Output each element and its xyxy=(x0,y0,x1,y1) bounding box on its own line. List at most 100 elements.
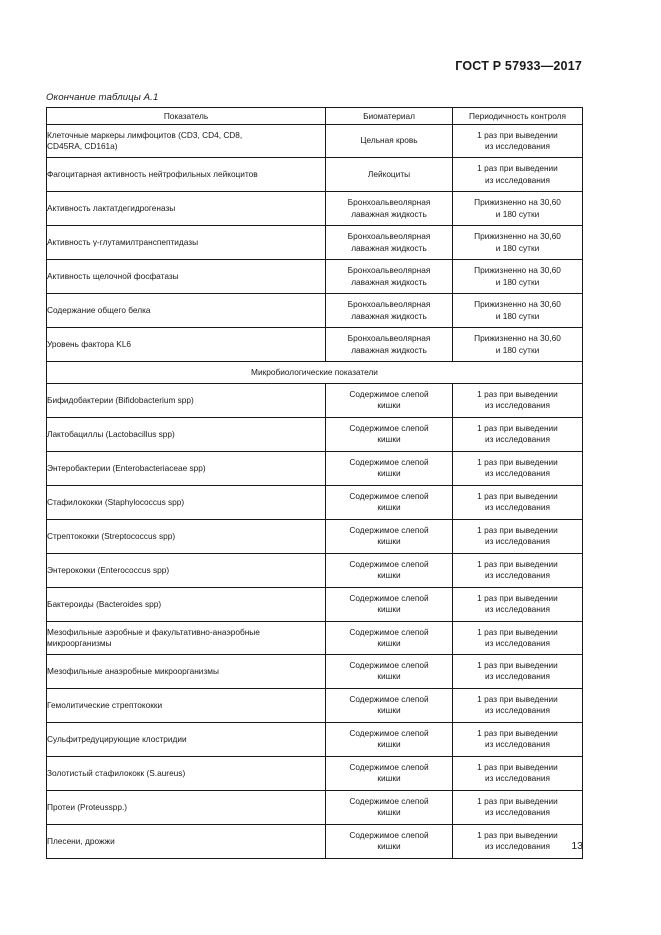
cell-indicator-line: Активность щелочной фосфатазы xyxy=(47,271,179,282)
cell-material-line: Бронхоальвеолярная xyxy=(347,197,431,208)
cell-frequency-line: Прижизненно на 30,60 xyxy=(474,265,561,276)
table-row: Лактобациллы (Lactobacillus spp) Содержим… xyxy=(46,416,583,452)
cell-frequency-line: из исследования xyxy=(484,502,551,513)
cell-indicator-line: Фагоцитарная активность нейтрофильных ле… xyxy=(47,169,258,180)
cell-frequency-line: и 180 сутки xyxy=(495,344,540,355)
table-row: Активность щелочной фосфатазы Бронхоальве… xyxy=(46,259,583,294)
cell-frequency-line: из исследования xyxy=(484,468,551,479)
cell-indicator-line: Мезофильные анаэробные микроорганизмы xyxy=(47,665,219,676)
cell-material-line: кишки xyxy=(377,502,401,513)
cell-material: Бронхоальвеолярная лаважная жидкость xyxy=(325,293,453,328)
cell-material-line: лаважная жидкость xyxy=(351,242,427,253)
cell-frequency-line: из исследования xyxy=(484,434,551,445)
cell-material-line: Содержимое слепой xyxy=(349,389,429,400)
cell-frequency-line: из исследования xyxy=(484,773,551,784)
cell-material-line: Содержимое слепой xyxy=(349,694,429,705)
table-row: Протеи (Proteusspp.) Содержимое слепой киш… xyxy=(46,789,583,825)
cell-material-line: лаважная жидкость xyxy=(351,276,427,287)
cell-frequency-line: и 180 сутки xyxy=(495,310,540,321)
cell-indicator: Лактобациллы (Lactobacillus spp) xyxy=(46,416,326,452)
cell-material-line: кишки xyxy=(377,570,401,581)
cell-frequency-line: из исследования xyxy=(484,174,551,185)
cell-material: Содержимое слепой кишки xyxy=(325,484,453,520)
cell-indicator: Активность лактатдегидрогеназы xyxy=(46,191,326,226)
standard-number-header: ГОСТ Р 57933—2017 xyxy=(455,59,582,73)
cell-material: Содержимое слепой кишки xyxy=(325,789,453,825)
cell-material: Содержимое слепой кишки xyxy=(325,755,453,791)
cell-material-line: кишки xyxy=(377,400,401,411)
table-row: Энтеробактерии (Enterobacteriaceae spp) С… xyxy=(46,450,583,486)
cell-frequency: 1 раз при выведении из исследования xyxy=(452,484,583,520)
cell-frequency: 1 раз при выведении из исследования xyxy=(452,450,583,486)
table-row: Содержание общего белка Бронхоальвеолярна… xyxy=(46,293,583,328)
cell-frequency-line: 1 раз при выведении xyxy=(477,163,558,174)
cell-indicator-line: Золотистый стафилококк (S.aureus) xyxy=(47,767,186,778)
cell-material-line: Содержимое слепой xyxy=(349,660,429,671)
cell-frequency-line: из исследования xyxy=(484,141,551,151)
cell-material-line: Содержимое слепой xyxy=(349,626,429,637)
cell-frequency-line: 1 раз при выведении xyxy=(477,762,558,773)
cell-material-line: Бронхоальвеолярная xyxy=(347,299,431,310)
cell-material-line: кишки xyxy=(377,434,401,445)
cell-indicator-line: Активность лактатдегидрогеназы xyxy=(47,203,176,214)
table-row: Плесени, дрожжи Содержимое слепой кишки 1 р… xyxy=(46,823,583,859)
cell-material: Содержимое слепой кишки xyxy=(325,416,453,452)
cell-indicator: Мезофильные анаэробные микроорганизмы xyxy=(46,653,326,689)
cell-frequency-line: 1 раз при выведении xyxy=(477,660,558,671)
cell-frequency: 1 раз при выведении из исследования xyxy=(452,586,583,622)
cell-indicator-line: Гемолитические стрептококки xyxy=(47,699,163,710)
cell-frequency-line: из исследования xyxy=(484,705,551,716)
cell-frequency-line: 1 раз при выведении xyxy=(477,830,558,841)
cell-material: Цельная кровь xyxy=(325,124,453,158)
cell-material: Содержимое слепой кишки xyxy=(325,721,453,757)
cell-material-line: Лейкоциты xyxy=(367,168,411,179)
cell-frequency-line: 1 раз при выведении xyxy=(477,593,558,604)
table-head: Показатель Биоматериал Периодичность кон… xyxy=(46,107,583,125)
table-row: Клеточные маркеры лимфоцитов (CD3, CD4, … xyxy=(46,124,583,158)
cell-indicator-line: Бифидобактерии (Bifidobacterium spp) xyxy=(47,394,194,405)
cell-indicator: Активность γ-глутамилтранспептидазы xyxy=(46,225,326,260)
table-row: Активность γ-глутамилтранспептидазы Бронх… xyxy=(46,225,583,260)
table-row: Активность лактатдегидрогеназы Бронхоальв… xyxy=(46,191,583,226)
cell-frequency-line: из исследования xyxy=(484,841,551,852)
cell-indicator-line: Плесени, дрожжи xyxy=(47,835,115,846)
cell-material-line: лаважная жидкость xyxy=(351,344,427,355)
cell-material: Бронхоальвеолярная лаважная жидкость xyxy=(325,259,453,294)
cell-frequency-line: и 180 сутки xyxy=(495,242,540,253)
cell-material-line: Содержимое слепой xyxy=(349,491,429,502)
cell-frequency-line: 1 раз при выведении xyxy=(477,626,558,637)
cell-material-line: Содержимое слепой xyxy=(349,423,429,434)
cell-material-line: Бронхоальвеолярная xyxy=(347,231,431,242)
cell-frequency: 1 раз при выведении из исследования xyxy=(452,382,583,418)
cell-indicator-line: Стрептококки (Streptococcus spp) xyxy=(47,530,176,541)
cell-indicator: Уровень фактора KL6 xyxy=(46,327,326,362)
table-row: Золотистый стафилококк (S.aureus) Содержи… xyxy=(46,755,583,791)
cell-frequency: 1 раз при выведении из исследования xyxy=(452,552,583,588)
cell-indicator-line: Клеточные маркеры лимфоцитов (CD3, CD4, … xyxy=(47,130,243,141)
table-row: Сульфитредуцирующие клостридии Содержимое… xyxy=(46,721,583,757)
cell-frequency: 1 раз при выведении из исследования xyxy=(452,124,583,158)
cell-indicator-line: Энтеробактерии (Enterobacteriaceae spp) xyxy=(47,462,206,473)
cell-indicator-line: Уровень фактора KL6 xyxy=(47,339,132,350)
cell-material: Содержимое слепой кишки xyxy=(325,653,453,689)
cell-indicator: Содержание общего белка xyxy=(46,293,326,328)
cell-material: Содержимое слепой кишки xyxy=(325,687,453,723)
cell-indicator-line: Бактероиды (Bacteroides spp) xyxy=(47,598,162,609)
cell-frequency-line: 1 раз при выведении xyxy=(477,694,558,705)
cell-material-line: Содержимое слепой xyxy=(349,559,429,570)
cell-frequency-line: 1 раз при выведении xyxy=(477,423,558,434)
cell-indicator: Бифидобактерии (Bifidobacterium spp) xyxy=(46,382,326,418)
table-row: Мезофильные аэробные и факультативно-ана… xyxy=(46,620,583,655)
indicators-table: Показатель Биоматериал Периодичность кон… xyxy=(46,107,583,859)
cell-frequency: 1 раз при выведении из исследования xyxy=(452,721,583,757)
cell-frequency: Прижизненно на 30,60 и 180 сутки xyxy=(452,259,583,294)
cell-material: Содержимое слепой кишки xyxy=(325,518,453,554)
cell-frequency-line: Прижизненно на 30,60 xyxy=(474,197,561,208)
cell-frequency-line: 1 раз при выведении xyxy=(477,389,558,400)
cell-indicator: Клеточные маркеры лимфоцитов (CD3, CD4, … xyxy=(46,124,326,158)
cell-indicator: Энтерококки (Enterococcus spp) xyxy=(46,552,326,588)
cell-indicator: Протеи (Proteusspp.) xyxy=(46,789,326,825)
cell-material-line: кишки xyxy=(377,705,401,716)
table-row: Бифидобактерии (Bifidobacterium spp) Соде… xyxy=(46,382,583,418)
table-row: Мезофильные анаэробные микроорганизмы Сод… xyxy=(46,653,583,689)
